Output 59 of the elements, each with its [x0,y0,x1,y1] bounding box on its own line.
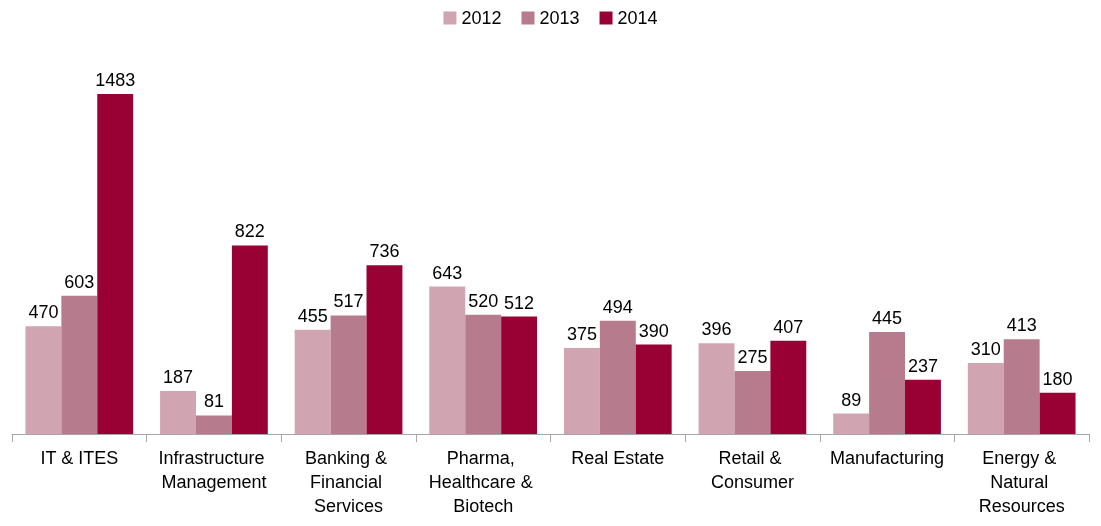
data-label: 494 [602,296,633,317]
bar [599,320,636,434]
x-tick-label: Manufacturing [830,448,945,468]
data-label: 275 [737,346,768,367]
data-label: 470 [28,302,59,323]
bar [231,245,268,434]
x-tick-label: Real Estate [571,448,665,468]
data-label: 517 [333,291,364,312]
bar [366,265,403,434]
data-label: 413 [1006,315,1037,336]
bar [698,343,735,434]
bar [429,286,466,434]
x-tick-label: IT & ITES [40,448,119,468]
data-label: 310 [970,338,1001,359]
x-tick-label: Pharma, Healthcare & Biotech [428,448,538,516]
bar [833,413,870,434]
data-label: 89 [841,389,862,410]
data-label: 390 [638,320,669,341]
data-label: 445 [872,307,903,328]
bar [294,329,331,434]
bar [635,344,672,434]
legend-label: 2013 [539,8,580,28]
x-tick-label: Energy & Natural Resources [978,448,1065,516]
bar [905,379,941,434]
data-label: 180 [1042,368,1073,389]
x-tick-label: Retail & Consumer [710,448,794,492]
legend-label: 2012 [461,8,502,28]
bar [1039,392,1076,434]
legend-label: 2014 [617,8,658,28]
bar [330,315,367,434]
bar [25,326,62,434]
bar [501,316,538,434]
bar [160,391,196,434]
data-label: 520 [468,290,499,311]
bar [465,314,502,434]
x-tick-label: Infrastructure Management [158,448,270,492]
data-label: 375 [566,324,597,344]
bar [770,340,807,434]
data-label: 187 [163,367,194,388]
data-label: 81 [203,391,224,412]
bar [563,348,600,434]
bar [61,295,98,434]
data-label: 407 [773,316,804,337]
data-label: 396 [701,319,732,340]
data-label: 643 [432,262,463,283]
data-label: 512 [504,292,535,313]
data-label: 237 [907,355,938,376]
data-label: 455 [297,305,328,326]
x-tick-label: Banking & Financial Services [305,448,393,516]
bar [97,93,134,434]
bar [1003,339,1040,434]
data-label: 736 [369,241,400,262]
data-label: 603 [64,271,95,292]
data-label: 1483 [95,69,136,90]
bar [734,370,771,434]
bar [195,415,232,434]
data-label: 822 [234,221,265,242]
bar [967,362,1004,434]
bar [869,331,906,434]
